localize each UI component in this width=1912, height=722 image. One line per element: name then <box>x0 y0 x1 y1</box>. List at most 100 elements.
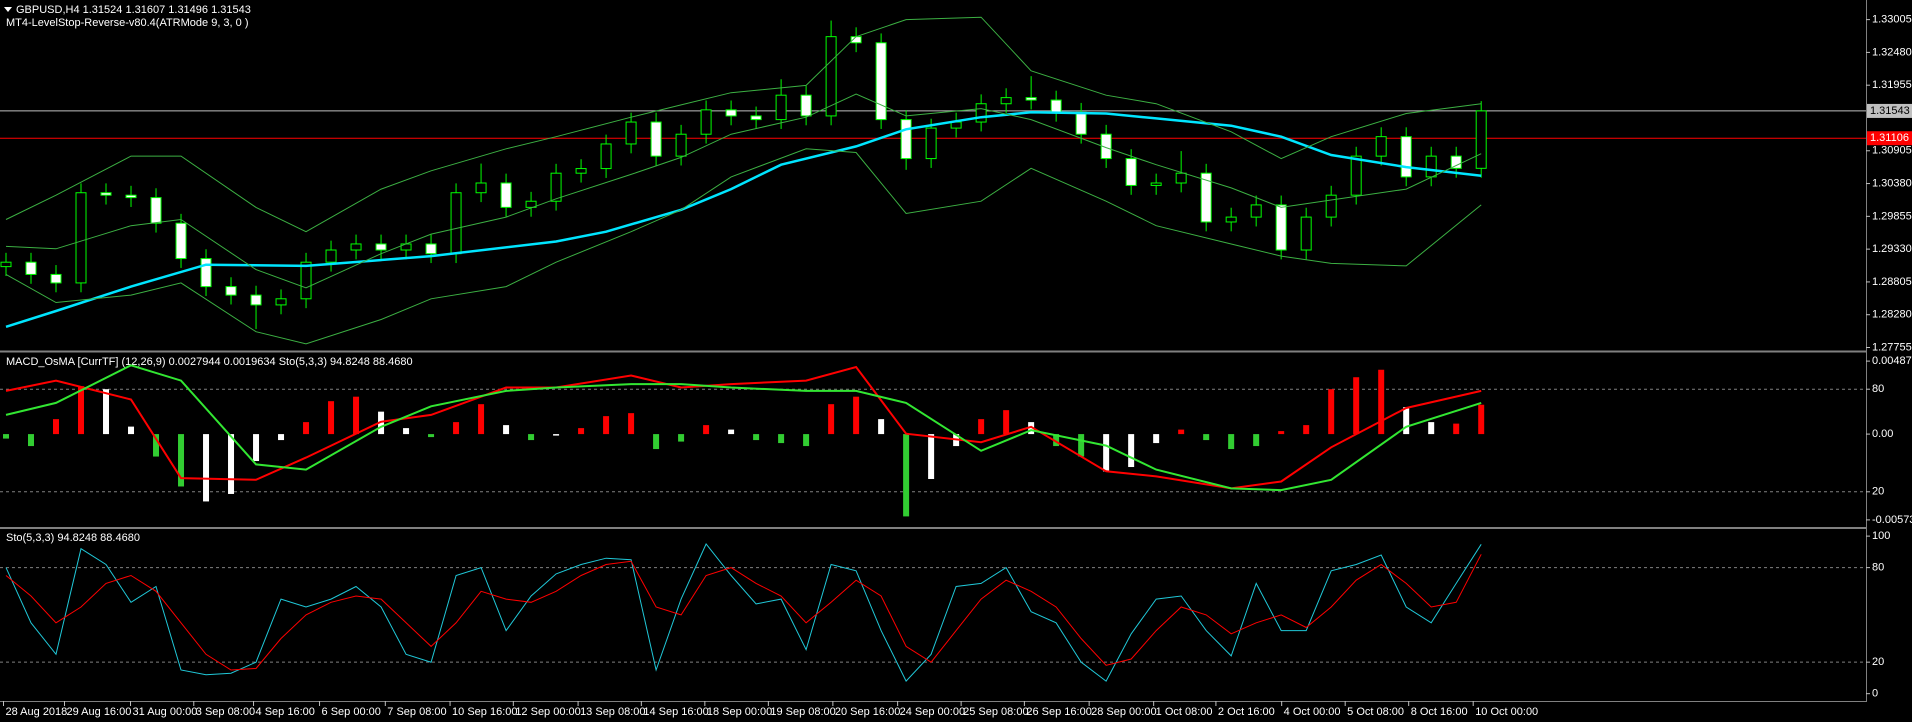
pane-title: MACD_OsMA [CurrTF] (12,26,9) 0.0027944 0… <box>6 356 413 368</box>
candle-body <box>800 94 812 117</box>
candle-body <box>525 200 537 208</box>
candle-body <box>325 249 337 263</box>
histogram-bar <box>1353 377 1360 435</box>
indicator-label: MT4-LevelStop-Reverse-v80.4(ATRMode 9, 3… <box>6 17 249 29</box>
candle-body <box>1400 136 1412 178</box>
histogram-bar <box>578 428 585 435</box>
histogram-bar <box>303 422 310 435</box>
histogram-bar <box>1453 423 1460 435</box>
candle-body <box>1350 155 1362 196</box>
candle-body <box>75 192 87 284</box>
candle-body <box>1300 216 1312 251</box>
histogram-bar <box>1103 434 1110 472</box>
candle-body <box>275 298 287 306</box>
histogram-bar <box>1478 404 1485 435</box>
candle-body <box>775 94 787 121</box>
y-tick-label: 0.004877 <box>1872 355 1912 367</box>
candle-body <box>1100 133 1112 160</box>
y-tick-label: -0.005733 <box>1872 514 1912 526</box>
candle-body <box>1325 194 1337 218</box>
histogram-bar <box>1078 434 1085 457</box>
x-tick-label: 4 Sep 16:00 <box>256 706 315 718</box>
x-tick-label: 7 Sep 08:00 <box>387 706 446 718</box>
candle-body <box>350 243 362 251</box>
y-tick-label: 1.33005 <box>1872 14 1912 26</box>
x-tick-label: 8 Oct 16:00 <box>1411 706 1468 718</box>
x-tick-label: 28 Aug 2018 <box>6 706 68 718</box>
histogram-bar <box>503 425 510 435</box>
candle-body <box>900 119 912 160</box>
price-label-box <box>1867 131 1912 146</box>
indicator-line <box>5 148 1482 345</box>
candle-body <box>1075 111 1087 135</box>
x-tick-label: 4 Oct 00:00 <box>1284 706 1341 718</box>
x-tick-label: 28 Sep 00:00 <box>1091 706 1156 718</box>
histogram-bar <box>1253 434 1260 447</box>
candle-body <box>1275 204 1287 251</box>
histogram-bar <box>653 434 660 450</box>
candle-body <box>1125 158 1137 186</box>
candle-body <box>650 121 662 157</box>
candle-body <box>1475 110 1487 169</box>
histogram-bar <box>603 416 610 435</box>
x-tick-label: 2 Oct 16:00 <box>1218 706 1275 718</box>
x-tick-label: 26 Sep 16:00 <box>1026 706 1091 718</box>
histogram-bar <box>978 419 985 435</box>
candle-body <box>175 222 187 260</box>
x-tick-label: 20 Sep 16:00 <box>835 706 900 718</box>
candle-body <box>150 197 162 224</box>
x-tick-label: 19 Sep 08:00 <box>770 706 835 718</box>
x-tick-label: 24 Sep 00:00 <box>900 706 965 718</box>
x-tick-label: 29 Aug 16:00 <box>67 706 132 718</box>
histogram-bar <box>253 434 260 462</box>
candle-body <box>575 168 587 174</box>
y-tick-label: 1.30380 <box>1872 177 1912 189</box>
indicator-line <box>5 111 1482 328</box>
histogram-bar <box>1428 422 1435 435</box>
candle-body <box>475 182 487 194</box>
histogram-bar <box>828 404 835 435</box>
dropdown-icon[interactable] <box>4 7 12 12</box>
candle-body <box>425 243 437 255</box>
histogram-bar <box>278 434 285 441</box>
histogram-bar <box>753 434 760 441</box>
y-tick-label: 1.28280 <box>1872 309 1912 321</box>
candle-body <box>1175 172 1187 184</box>
candle-body <box>0 261 12 268</box>
histogram-bar <box>178 434 185 487</box>
histogram-bar <box>3 434 10 439</box>
histogram-bar <box>928 434 935 479</box>
histogram-bar <box>1203 434 1210 441</box>
y-tick-label: 1.30905 <box>1872 145 1912 157</box>
price-label: 1.31543 <box>1870 105 1910 117</box>
candle-body <box>1200 172 1212 223</box>
histogram-bar <box>903 434 910 517</box>
y-tick-label: 20 <box>1872 486 1884 498</box>
histogram-bar <box>228 434 235 494</box>
histogram-bar <box>553 434 560 436</box>
y-tick-label: 80 <box>1872 562 1884 574</box>
candle-body <box>300 261 312 300</box>
candle-body <box>750 115 762 121</box>
histogram-bar <box>628 413 635 435</box>
histogram-bar <box>778 434 785 444</box>
histogram-bar <box>128 426 135 435</box>
histogram-bar <box>1278 431 1285 435</box>
x-tick-label: 5 Oct 08:00 <box>1347 706 1404 718</box>
histogram-bar <box>453 422 460 435</box>
candle-body <box>600 143 612 170</box>
candle-body <box>1000 97 1012 105</box>
candle-body <box>50 273 62 284</box>
histogram-bar <box>1153 434 1160 444</box>
y-tick-label: 1.32480 <box>1872 46 1912 58</box>
x-tick-label: 31 Aug 00:00 <box>133 706 198 718</box>
candle-body <box>125 194 137 199</box>
histogram-bar <box>403 428 410 435</box>
y-tick-label: 1.29330 <box>1872 243 1912 255</box>
candle-body <box>825 36 837 117</box>
x-tick-label: 3 Sep 08:00 <box>196 706 255 718</box>
histogram-bar <box>1028 422 1035 435</box>
price-label: 1.31106 <box>1870 132 1909 144</box>
y-tick-label: 1.29855 <box>1872 210 1912 222</box>
